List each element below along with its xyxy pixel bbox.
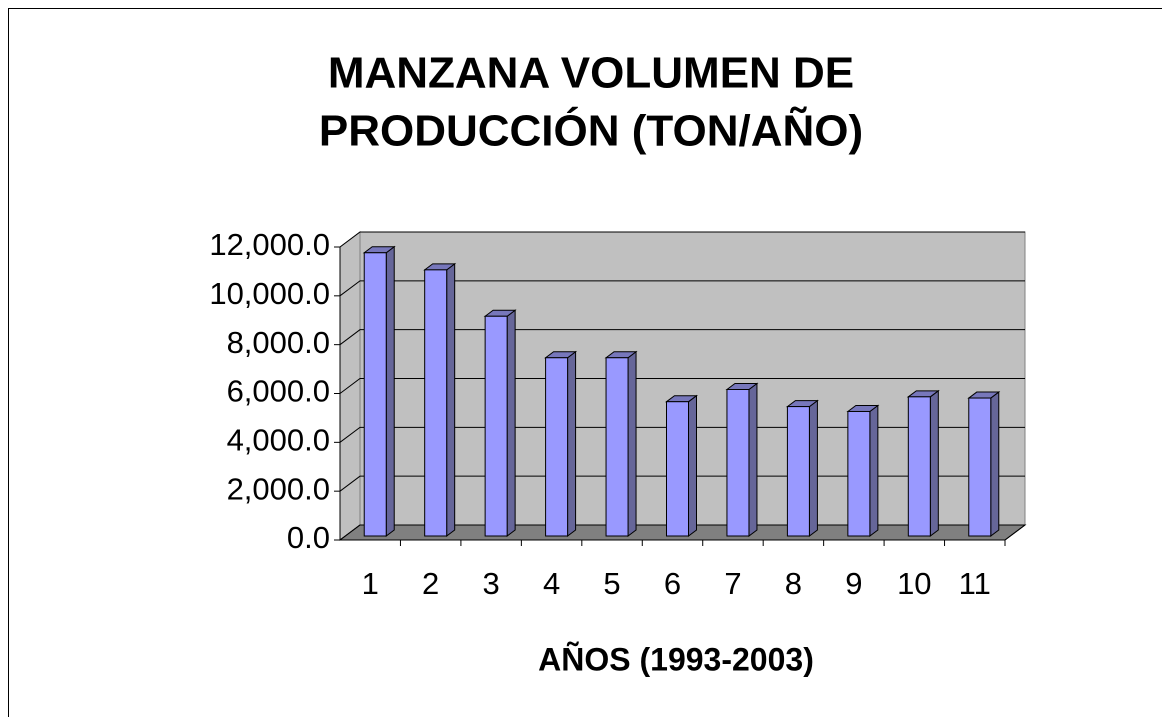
bar-front	[605, 357, 629, 537]
bar-side	[627, 350, 637, 537]
bar-front	[786, 406, 810, 537]
bar	[604, 350, 638, 537]
grid-line	[339, 231, 1025, 248]
grid-line	[339, 378, 1025, 394]
y-tick-label: 4,000.0	[227, 423, 330, 458]
grid-line	[339, 329, 1025, 346]
y-tick-label: 10,000.0	[209, 276, 330, 311]
bar-side	[929, 389, 939, 537]
bar-front	[484, 315, 508, 537]
x-tick-label: 3	[483, 566, 500, 601]
x-axis-label: AÑOS (1993-2003)	[538, 641, 814, 677]
bar-front	[424, 269, 448, 537]
x-tick-label: 11	[959, 566, 991, 601]
bar-front	[968, 397, 992, 537]
bar-side	[506, 309, 516, 537]
chart-title: MANZANA VOLUMEN DE	[328, 49, 854, 98]
x-axis-end	[1004, 524, 1026, 541]
y-tick-label: 8,000.0	[227, 325, 330, 360]
bar	[362, 245, 396, 537]
x-tick-label: 1	[362, 566, 379, 601]
y-tick-label: 6,000.0	[227, 374, 330, 409]
y-tick-label: 12,000.0	[209, 227, 330, 262]
x-tick-label: 10	[897, 566, 931, 601]
bar-front	[363, 252, 387, 537]
bar-side	[567, 350, 577, 537]
bar-front	[666, 401, 689, 537]
x-tick-label: 9	[845, 566, 862, 601]
bar	[423, 262, 457, 537]
bar	[906, 389, 940, 537]
y-tick-label: 2,000.0	[227, 471, 330, 506]
bar-side	[385, 245, 395, 537]
x-tick-label: 6	[664, 566, 681, 601]
bar-front	[907, 396, 931, 537]
bar-side	[748, 382, 758, 537]
grid-line	[339, 280, 1025, 297]
bar-side	[446, 262, 456, 537]
bar-side	[869, 404, 879, 537]
bar	[544, 350, 578, 537]
bar	[785, 399, 819, 537]
x-tick-label: 4	[543, 566, 560, 601]
bar-side	[990, 391, 1000, 537]
bar-side	[808, 399, 818, 537]
bar	[725, 382, 759, 537]
x-tick-label: 8	[785, 566, 802, 601]
x-tick-label: 5	[603, 566, 620, 601]
bar-side	[688, 394, 697, 537]
bar	[967, 391, 1001, 537]
x-tick-label: 7	[724, 566, 741, 601]
bar	[665, 394, 698, 537]
bar-front	[545, 357, 569, 537]
bar	[846, 404, 880, 537]
chart-title: PRODUCCIÓN (TON/AÑO)	[319, 106, 863, 156]
bar	[483, 309, 517, 537]
y-tick-label: 0.0	[287, 520, 330, 555]
x-tick-label: 2	[422, 566, 439, 601]
bar-front	[726, 389, 750, 537]
bar-front	[847, 410, 871, 537]
